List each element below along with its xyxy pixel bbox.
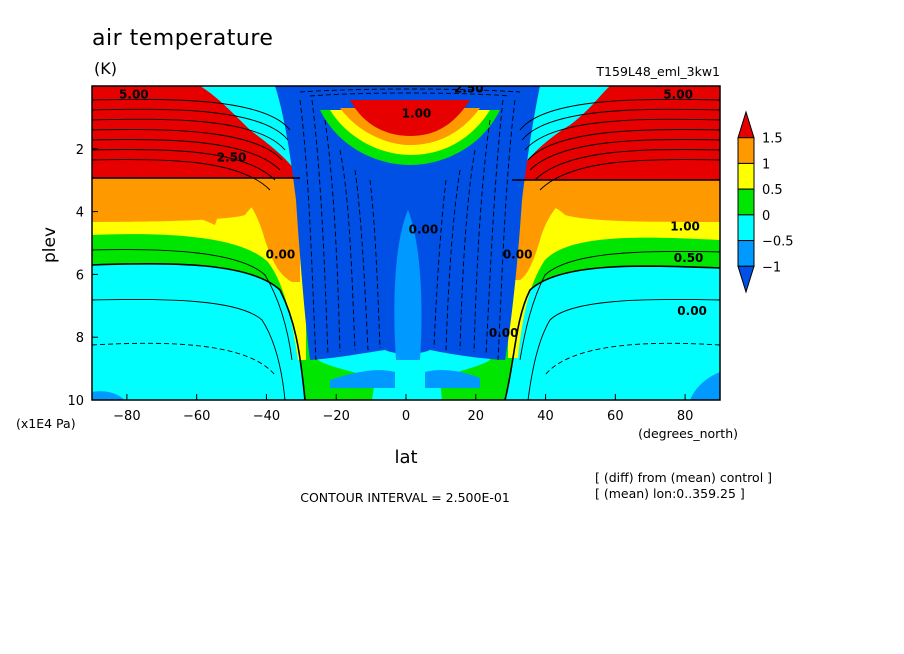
colorbar-swatch — [737, 265, 755, 294]
y-tick-label: 10 — [67, 394, 84, 409]
colorbar-swatch — [737, 137, 755, 164]
y-axis: 2 4 6 8 10 — [67, 143, 98, 409]
x-tick-label: 20 — [468, 409, 485, 424]
contour-label: 1.00 — [670, 219, 700, 233]
colorbar: 1.5 1 0.5 0 −0.5 −1 — [737, 110, 794, 294]
contour-label: 5.00 — [119, 88, 149, 102]
contour-label: 0.50 — [674, 251, 704, 265]
field-yellow-left — [92, 190, 306, 360]
contour-label: 0.00 — [409, 223, 439, 237]
colorbar-swatch — [737, 110, 755, 139]
plot-area: 1.00 0.50 0.00 0.00 0.00 0.00 0.00 2.50 5.00 5.00… — [92, 81, 720, 400]
field-orange-right-fill — [512, 180, 720, 222]
contour-lines-dashed — [92, 88, 720, 376]
colorbar-swatch — [737, 240, 755, 267]
colorbar-label: −0.5 — [762, 235, 794, 250]
field-blue-bottom-right — [690, 372, 720, 400]
contour-label: 2.50 — [454, 81, 484, 95]
contour-interval: CONTOUR INTERVAL = 2.500E-01 — [300, 490, 510, 505]
field-blue-inner — [394, 210, 422, 360]
contour-label: 0.00 — [266, 248, 296, 262]
field-yellow-right — [508, 190, 720, 358]
colorbar-swatch — [737, 162, 755, 190]
x-tick-label: 40 — [537, 409, 554, 424]
x-tick-label: 0 — [402, 409, 410, 424]
x-tick-label: −60 — [183, 409, 210, 424]
contour-label: 5.00 — [663, 88, 693, 102]
field-upper-red — [350, 100, 470, 136]
note-mean: [ (mean) lon:0..359.25 ] — [595, 486, 745, 501]
field-blue-low — [330, 370, 480, 388]
y-tick-label: 8 — [76, 331, 84, 346]
x-tick-label: −40 — [253, 409, 280, 424]
x-tick-label: −20 — [323, 409, 350, 424]
x-tick-label: 60 — [607, 409, 624, 424]
contour-lines — [92, 98, 720, 400]
x-axis-units: (degrees_north) — [638, 426, 738, 441]
x-axis: −80 −60 −40 −20 0 20 40 60 80 — [113, 394, 693, 424]
chart-units: (K) — [94, 59, 117, 78]
colorbar-swatch — [737, 188, 755, 216]
x-axis-label: lat — [394, 447, 417, 468]
x-tick-label: 80 — [677, 409, 694, 424]
contour-labels: 1.00 0.50 0.00 0.00 0.00 0.00 0.00 2.50 5.00 5.00… — [119, 81, 707, 340]
y-tick-label: 2 — [76, 143, 84, 158]
contour-label: 0.00 — [677, 304, 707, 318]
chart-title: air temperature — [92, 26, 273, 51]
field-orange-left-fill — [92, 178, 300, 222]
field-blue-bottom-left — [92, 391, 125, 400]
x-tick-label: −80 — [113, 409, 140, 424]
contour-label: 2.50 — [217, 150, 247, 164]
colorbar-label: −1 — [762, 260, 781, 275]
y-axis-units: (x1E4 Pa) — [16, 416, 76, 431]
colorbar-label: 1 — [762, 157, 770, 172]
contour-label: 1.00 — [402, 106, 432, 120]
colorbar-label: 1.5 — [762, 132, 783, 147]
y-axis-label: plev — [40, 227, 60, 263]
colorbar-label: 0 — [762, 209, 770, 224]
contour-label: 0.00 — [489, 326, 519, 340]
model-label: T159L48_eml_3kw1 — [595, 64, 720, 79]
colorbar-swatch — [737, 214, 755, 242]
y-tick-label: 6 — [76, 268, 84, 283]
y-tick-label: 4 — [76, 206, 84, 221]
contour-label: 0.00 — [503, 248, 533, 262]
colorbar-label: 0.5 — [762, 183, 783, 198]
note-diff: [ (diff) from (mean) control ] — [595, 470, 772, 485]
